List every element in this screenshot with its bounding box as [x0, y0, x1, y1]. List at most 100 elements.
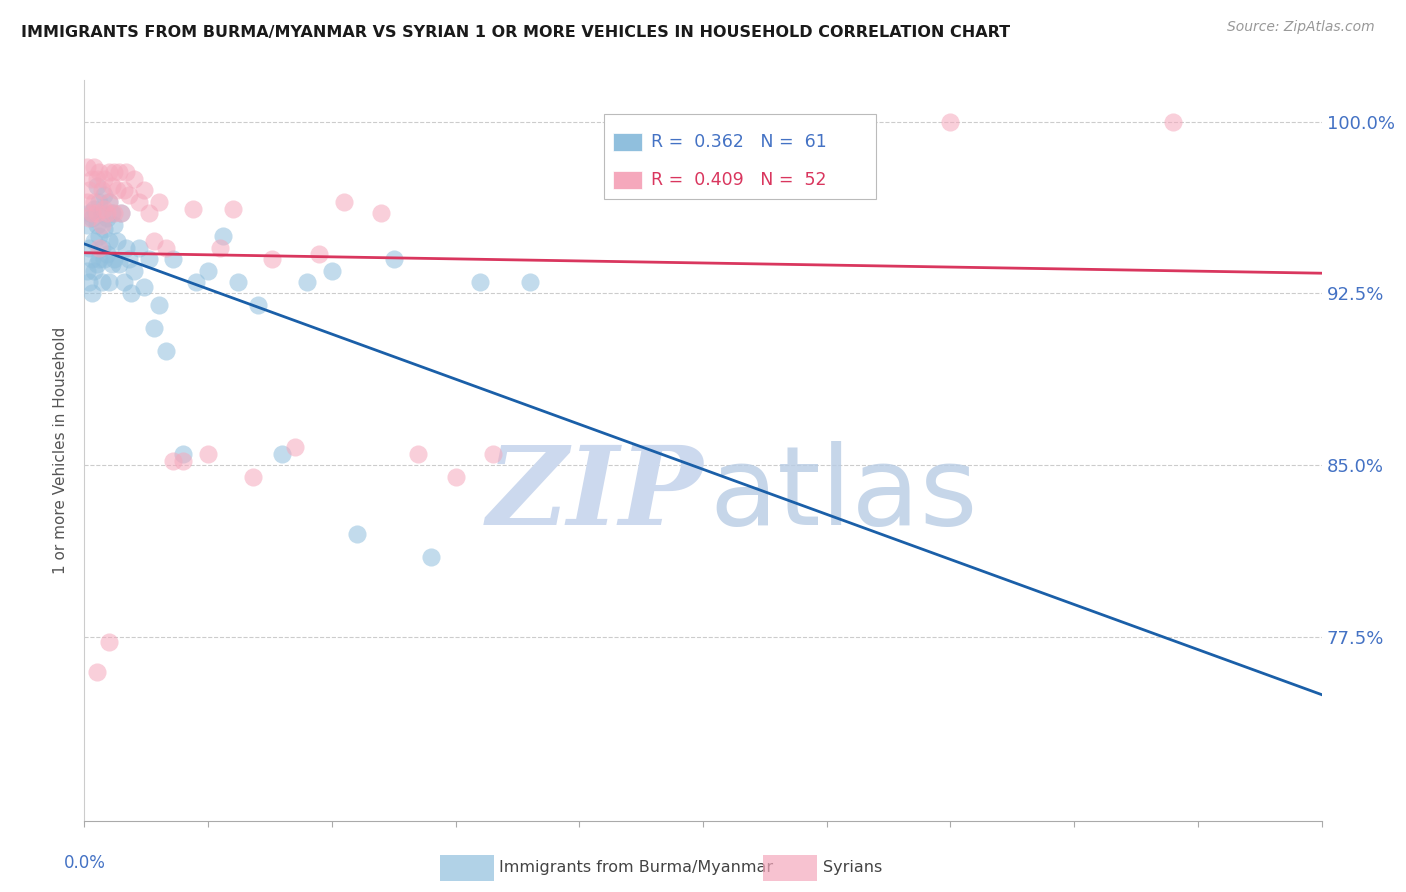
Text: 0.0%: 0.0%: [63, 854, 105, 872]
Text: ZIP: ZIP: [486, 442, 703, 549]
Point: [93, 187, 115, 202]
Point: [939, 114, 962, 128]
Text: R =  0.362   N =  61: R = 0.362 N = 61: [651, 133, 827, 151]
Text: atlas: atlas: [709, 442, 977, 549]
FancyBboxPatch shape: [613, 171, 643, 189]
Point: [118, 187, 141, 202]
Point: [76, 194, 98, 209]
Point: [100, 257, 122, 271]
Point: [444, 470, 467, 484]
Point: [138, 252, 160, 266]
Point: [162, 454, 184, 468]
Point: [103, 252, 125, 266]
Point: [98, 165, 121, 179]
Point: [96, 211, 118, 225]
Point: [148, 298, 170, 312]
Point: [110, 206, 132, 220]
Point: [105, 234, 128, 248]
Point: [308, 247, 330, 261]
Point: [83, 161, 105, 175]
Point: [112, 183, 135, 197]
Point: [83, 263, 105, 277]
Point: [209, 241, 232, 255]
Point: [122, 171, 145, 186]
Point: [96, 206, 118, 220]
Point: [98, 275, 121, 289]
Point: [128, 194, 150, 209]
Point: [120, 286, 142, 301]
FancyBboxPatch shape: [613, 133, 643, 151]
Point: [155, 241, 177, 255]
Point: [519, 275, 541, 289]
Point: [83, 194, 105, 209]
Point: [83, 234, 105, 248]
Point: [370, 206, 392, 220]
Point: [79, 275, 101, 289]
Point: [98, 194, 121, 209]
Point: [132, 279, 155, 293]
Point: [90, 183, 112, 197]
Point: [76, 161, 98, 175]
Point: [155, 343, 177, 358]
Point: [321, 263, 343, 277]
Point: [142, 321, 165, 335]
Point: [226, 275, 249, 289]
Point: [262, 252, 284, 266]
Text: Source: ZipAtlas.com: Source: ZipAtlas.com: [1227, 20, 1375, 34]
Point: [90, 206, 112, 220]
Point: [212, 229, 235, 244]
Point: [172, 454, 194, 468]
Point: [76, 263, 98, 277]
Point: [103, 206, 125, 220]
Point: [284, 440, 307, 454]
Point: [115, 165, 138, 179]
Point: [83, 202, 105, 216]
Point: [271, 447, 294, 461]
Point: [222, 202, 245, 216]
Point: [333, 194, 356, 209]
Point: [89, 165, 111, 179]
Point: [90, 275, 112, 289]
Point: [112, 275, 135, 289]
Point: [96, 247, 118, 261]
Point: [80, 252, 103, 266]
Text: Syrians: Syrians: [823, 860, 882, 874]
Point: [197, 447, 219, 461]
Point: [132, 183, 155, 197]
Point: [98, 194, 121, 209]
Point: [80, 206, 103, 220]
Point: [80, 211, 103, 225]
Text: IMMIGRANTS FROM BURMA/MYANMAR VS SYRIAN 1 OR MORE VEHICLES IN HOUSEHOLD CORRELAT: IMMIGRANTS FROM BURMA/MYANMAR VS SYRIAN …: [21, 25, 1011, 40]
Point: [79, 183, 101, 197]
Point: [86, 206, 108, 220]
Point: [382, 252, 405, 266]
Point: [481, 447, 503, 461]
Point: [419, 549, 441, 564]
Point: [128, 241, 150, 255]
Point: [118, 252, 141, 266]
Point: [93, 202, 115, 216]
Point: [89, 229, 111, 244]
Point: [162, 252, 184, 266]
Point: [90, 241, 112, 255]
Point: [115, 241, 138, 255]
Point: [100, 178, 122, 193]
Point: [346, 527, 368, 541]
Point: [93, 222, 115, 236]
Point: [108, 257, 131, 271]
Point: [246, 298, 269, 312]
Text: Immigrants from Burma/Myanmar: Immigrants from Burma/Myanmar: [499, 860, 773, 874]
Point: [89, 194, 111, 209]
Point: [86, 218, 108, 232]
Point: [98, 234, 121, 248]
Point: [86, 171, 108, 186]
Point: [86, 257, 108, 271]
Point: [103, 165, 125, 179]
Point: [76, 218, 98, 232]
Point: [86, 665, 108, 679]
Point: [79, 211, 101, 225]
Point: [100, 206, 122, 220]
Point: [142, 234, 165, 248]
Point: [295, 275, 318, 289]
Point: [148, 194, 170, 209]
